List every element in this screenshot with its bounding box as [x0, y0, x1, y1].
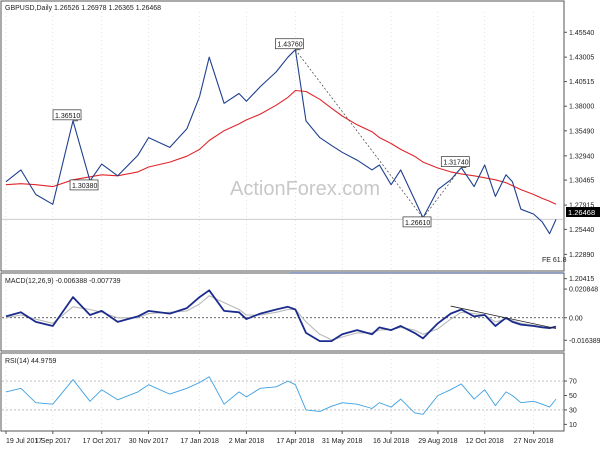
fe-label: FE 61.8: [542, 257, 567, 264]
x-tick-label: 16 Jul 2018: [373, 438, 409, 445]
price-y-tick-label: 1.22890: [569, 252, 594, 259]
rsi-y-tick-label: 50: [569, 393, 577, 400]
rsi-line: [5, 376, 557, 415]
price-trend-line: [295, 49, 424, 219]
price-y-tick-label: 1.43005: [569, 55, 594, 62]
annotation-label: 1.31740: [443, 160, 468, 167]
price-y-tick-label: 1.20415: [569, 276, 594, 283]
annotation-box: [52, 109, 82, 121]
current-price-label: 1.26468: [568, 208, 595, 217]
price-y-tick-label: 1.27915: [569, 203, 594, 210]
macd-trend-line: [450, 305, 557, 329]
macd-title: MACD(12,26,9) -0.006388 -0.007739: [5, 278, 121, 285]
annotation-box: [275, 38, 304, 50]
macd-line: [5, 289, 557, 343]
rsi-y-tick-label: 30: [569, 407, 577, 414]
annotation-label: 1.30380: [72, 183, 97, 190]
x-tick-label: 1 Sep 2017: [35, 438, 71, 445]
macd-y-tick-label: 0.020848: [569, 287, 598, 294]
current-price-box: [566, 207, 600, 217]
price-y-tick-label: 1.40515: [569, 79, 594, 86]
price-y-tick-label: 1.45540: [569, 30, 594, 37]
macd-panel[interactable]: [0, 272, 565, 352]
macd-y-tick-label: 0.00: [569, 315, 583, 322]
price-y-tick-label: 1.35490: [569, 128, 594, 135]
price-y-tick-label: 1.30465: [569, 178, 594, 185]
annotation-box: [69, 179, 99, 191]
price-y-tick-label: 1.38000: [569, 104, 594, 111]
x-tick-label: 30 Nov 2017: [129, 438, 169, 445]
moving-average-line: [5, 89, 557, 205]
annotation-label: 1.36510: [55, 113, 80, 120]
macd-y-tick-label: -0.016389: [569, 338, 600, 345]
rsi-panel[interactable]: [0, 352, 565, 432]
annotation-label: 1.43760: [277, 42, 302, 49]
macd-signal-line: [5, 295, 557, 341]
x-tick-label: 31 May 2018: [322, 438, 363, 445]
x-tick-label: 12 Oct 2018: [466, 438, 504, 445]
x-tick-label: 17 Apr 2018: [276, 438, 314, 445]
price-trend-line: [422, 167, 462, 219]
x-tick-label: 17 Oct 2017: [83, 438, 121, 445]
rsi-y-tick-label: 10: [569, 422, 577, 429]
x-tick-label: 2 Mar 2018: [229, 438, 265, 445]
price-y-tick-label: 1.32940: [569, 153, 594, 160]
annotation-label: 1.26610: [405, 220, 430, 227]
x-tick-label: 27 Nov 2018: [514, 438, 554, 445]
rsi-y-tick-label: 70: [569, 379, 577, 386]
annotation-box: [440, 156, 470, 167]
x-tick-label: 29 Aug 2018: [418, 438, 457, 445]
price-line: [5, 49, 557, 235]
x-tick-label: 19 Jul 2017: [6, 438, 42, 445]
annotation-box: [402, 216, 432, 228]
watermark: ActionForex.com: [230, 178, 380, 200]
price-y-tick-label: 1.25440: [569, 227, 594, 234]
rsi-title: RSI(14) 44.9759: [5, 358, 56, 365]
chart-title: GBPUSD,Daily 1.26526 1.26978 1.26365 1.2…: [5, 5, 161, 12]
x-tick-label: 17 Jan 2018: [180, 438, 219, 445]
